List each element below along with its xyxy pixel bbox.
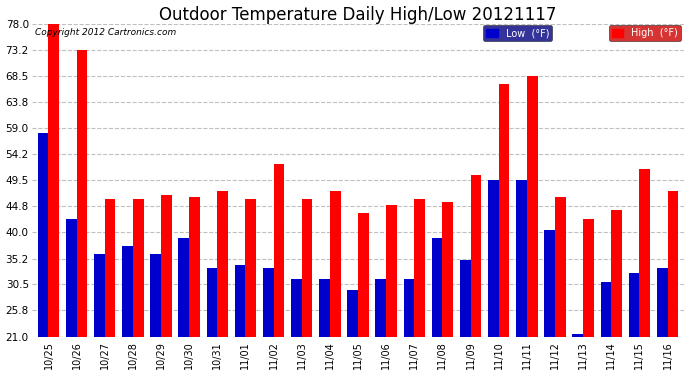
Bar bbox=[488, 180, 499, 337]
Bar bbox=[133, 200, 144, 337]
Bar bbox=[544, 230, 555, 337]
Bar bbox=[600, 282, 611, 337]
Bar bbox=[432, 238, 442, 337]
Bar bbox=[330, 191, 341, 337]
Bar bbox=[302, 200, 313, 337]
Bar bbox=[629, 273, 640, 337]
Bar bbox=[38, 134, 48, 337]
Bar bbox=[66, 219, 77, 337]
Text: Copyright 2012 Cartronics.com: Copyright 2012 Cartronics.com bbox=[35, 28, 176, 38]
Bar bbox=[516, 180, 527, 337]
Bar bbox=[414, 200, 425, 337]
Bar bbox=[274, 164, 284, 337]
Bar bbox=[77, 50, 88, 337]
Bar bbox=[189, 196, 200, 337]
Bar bbox=[404, 279, 414, 337]
Bar bbox=[667, 191, 678, 337]
Bar bbox=[386, 205, 397, 337]
Bar bbox=[235, 265, 246, 337]
Bar bbox=[499, 84, 509, 337]
Bar bbox=[555, 196, 566, 337]
Bar bbox=[358, 213, 368, 337]
Bar bbox=[122, 246, 133, 337]
Bar bbox=[460, 260, 471, 337]
Bar bbox=[442, 202, 453, 337]
Bar bbox=[611, 210, 622, 337]
Legend: High  (°F): High (°F) bbox=[609, 26, 681, 41]
Bar bbox=[206, 268, 217, 337]
Bar bbox=[105, 200, 115, 337]
Bar bbox=[657, 268, 667, 337]
Bar bbox=[573, 334, 583, 337]
Bar bbox=[48, 24, 59, 337]
Bar bbox=[527, 76, 538, 337]
Bar bbox=[291, 279, 302, 337]
Bar bbox=[319, 279, 330, 337]
Bar bbox=[150, 254, 161, 337]
Bar bbox=[640, 169, 650, 337]
Bar bbox=[161, 195, 172, 337]
Bar bbox=[471, 175, 481, 337]
Bar bbox=[583, 219, 594, 337]
Bar bbox=[375, 279, 386, 337]
Bar bbox=[217, 191, 228, 337]
Bar bbox=[347, 290, 358, 337]
Bar bbox=[179, 238, 189, 337]
Title: Outdoor Temperature Daily High/Low 20121117: Outdoor Temperature Daily High/Low 20121… bbox=[159, 6, 557, 24]
Bar bbox=[263, 268, 274, 337]
Bar bbox=[246, 200, 256, 337]
Bar bbox=[94, 254, 105, 337]
